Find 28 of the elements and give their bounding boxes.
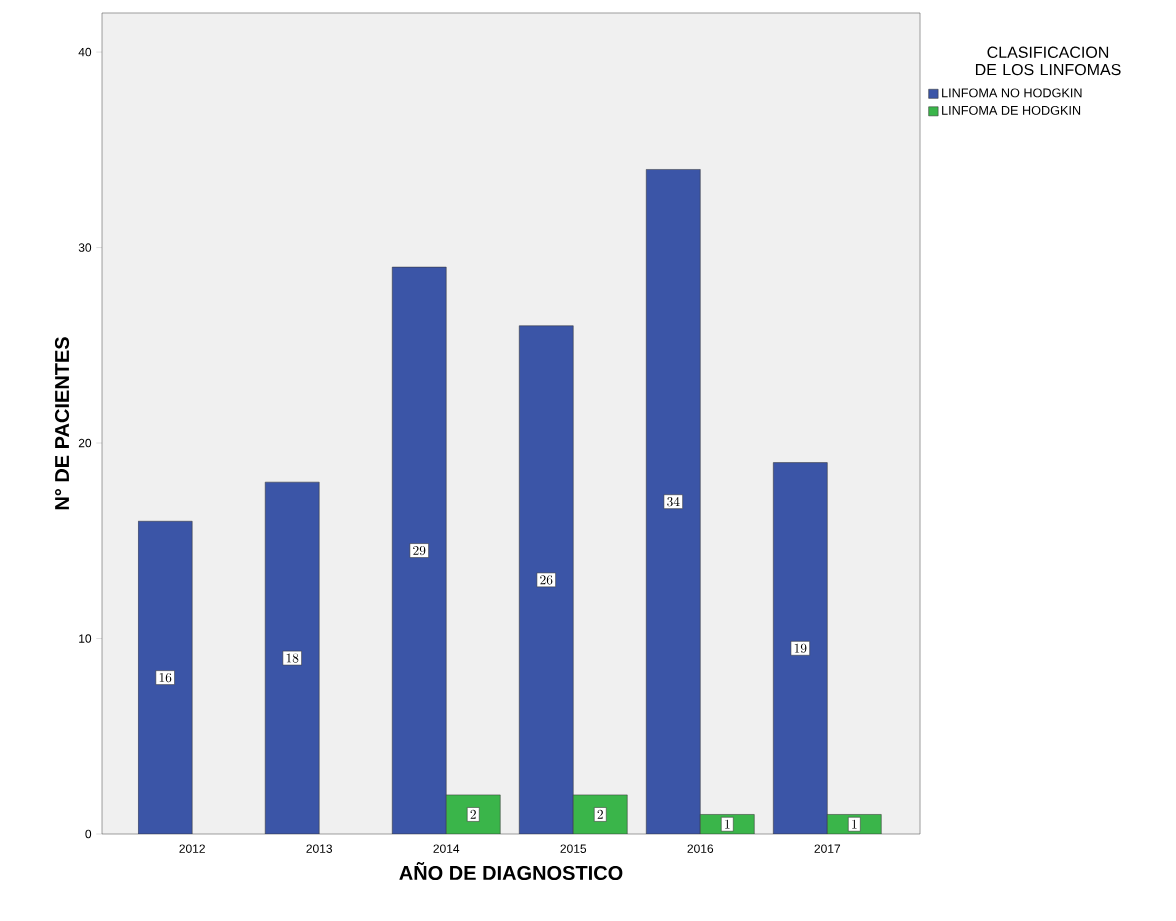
bar <box>137 520 193 834</box>
x-tick-label: 2015 <box>560 844 587 853</box>
legend-label: LINFOMA DE HODGKIN <box>942 105 1081 115</box>
data-label: 19 <box>794 643 807 653</box>
x-tick-label: 2014 <box>433 844 460 853</box>
data-label: 1 <box>725 819 730 829</box>
y-tick-label: 30 <box>78 243 92 252</box>
data-label: 18 <box>286 653 299 663</box>
y-tick-label: 0 <box>85 829 92 839</box>
data-label: 34 <box>667 496 680 507</box>
y-tick-label: 20 <box>78 438 92 448</box>
data-label: 2 <box>597 809 603 819</box>
legend-label: LINFOMA NO HODGKIN <box>942 88 1082 98</box>
data-label: 16 <box>159 673 172 683</box>
y-tick-label: 40 <box>78 47 92 57</box>
x-tick-label: 2016 <box>687 844 714 853</box>
y-axis-title: N° DE PACIENTES <box>54 337 70 510</box>
data-label: 2 <box>470 809 476 819</box>
x-tick-label: 2017 <box>814 844 841 853</box>
bar <box>264 481 320 834</box>
x-tick-label: 2013 <box>306 844 333 853</box>
y-tick-label: 10 <box>79 634 92 643</box>
data-label: 26 <box>540 575 553 585</box>
x-axis-title: AÑO DE DIAGNOSTICO <box>399 862 623 881</box>
x-tick-label: 2012 <box>179 844 205 853</box>
legend-title: CLASIFICACION DE LOS LINFOMAS <box>975 46 1121 76</box>
data-label: 29 <box>413 545 426 556</box>
data-label: 1 <box>852 819 857 829</box>
